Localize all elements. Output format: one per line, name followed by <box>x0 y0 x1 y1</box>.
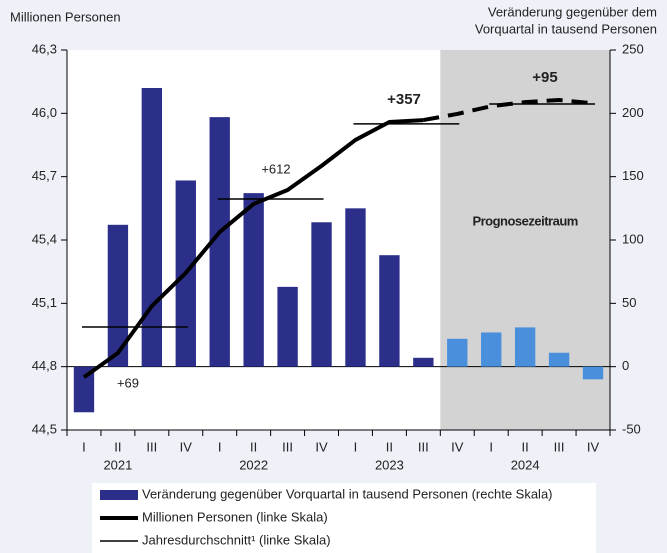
bar <box>514 327 536 367</box>
bar <box>481 332 502 367</box>
y2-axis-title: Veränderung gegenüber dem <box>488 4 657 19</box>
y2-tick-label: -50 <box>622 421 641 436</box>
legend-label: Millionen Personen (linke Skala) <box>142 509 328 524</box>
year-label: 2022 <box>239 457 268 472</box>
x-tick-label: IV <box>180 439 193 454</box>
x-tick-label: II <box>250 439 257 454</box>
x-tick-label: I <box>82 439 86 454</box>
y-tick-label: 46,3 <box>32 41 57 56</box>
legend-label: Jahresdurchschnitt¹ (linke Skala) <box>142 532 331 547</box>
y2-tick-label: 150 <box>622 168 644 183</box>
year-label: 2023 <box>375 457 404 472</box>
x-tick-label: IV <box>451 439 464 454</box>
x-tick-label: IV <box>315 439 328 454</box>
legend-label: Veränderung gegenüber Vorquartal in taus… <box>142 486 553 501</box>
year-label: 2024 <box>511 457 540 472</box>
x-tick-label: III <box>146 439 157 454</box>
y-tick-label: 44,5 <box>32 421 57 436</box>
x-tick-label: II <box>386 439 393 454</box>
y2-tick-label: 50 <box>622 295 636 310</box>
y-tick-label: 45,4 <box>32 231 57 246</box>
x-tick-label: III <box>282 439 293 454</box>
bar <box>277 286 298 367</box>
y2-tick-label: 0 <box>622 358 629 373</box>
bar <box>447 338 468 367</box>
line <box>82 118 424 379</box>
annotation: +612 <box>261 161 290 176</box>
bar <box>141 88 163 367</box>
forecast-label: Prognosezeitraum <box>472 213 577 228</box>
year-label: 2021 <box>103 457 132 472</box>
y-tick-label: 44,8 <box>32 358 57 373</box>
annotation: +357 <box>387 91 421 108</box>
y2-axis-title: Vorquartal in tausend Personen <box>475 21 657 36</box>
x-tick-label: II <box>114 439 121 454</box>
legend-swatch <box>100 490 138 500</box>
bar <box>413 357 434 367</box>
y-axis-title: Millionen Personen <box>10 9 121 24</box>
legend-box <box>92 483 596 553</box>
bar <box>243 193 264 367</box>
y2-tick-label: 100 <box>622 231 644 246</box>
bar <box>582 366 604 380</box>
y-tick-label: 45,7 <box>32 168 57 183</box>
y2-tick-label: 250 <box>622 41 644 56</box>
bar <box>209 117 230 367</box>
y-tick-label: 45,1 <box>32 295 57 310</box>
x-tick-label: I <box>218 439 222 454</box>
y2-tick-label: 200 <box>622 105 644 120</box>
x-tick-label: I <box>354 439 358 454</box>
y-tick-label: 46,0 <box>32 105 57 120</box>
bar <box>548 352 570 367</box>
bar <box>379 255 400 367</box>
x-tick-label: III <box>554 439 565 454</box>
x-tick-label: III <box>418 439 429 454</box>
x-tick-label: II <box>522 439 529 454</box>
annotation: +69 <box>117 375 139 390</box>
annotation: +95 <box>532 69 557 86</box>
bar <box>345 208 366 367</box>
x-tick-label: I <box>489 439 493 454</box>
x-tick-label: IV <box>587 439 600 454</box>
bar <box>73 366 95 413</box>
bar <box>107 224 129 367</box>
bar <box>311 222 332 367</box>
